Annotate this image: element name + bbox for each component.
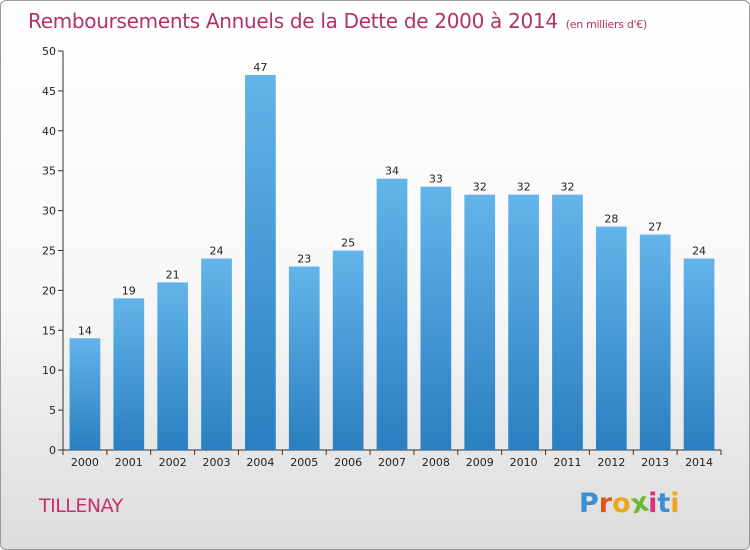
x-tick-label-2002: 2002 xyxy=(159,456,187,469)
x-tick-label-2003: 2003 xyxy=(203,456,231,469)
value-label-2012: 28 xyxy=(604,213,618,226)
value-label-2005: 23 xyxy=(297,252,311,265)
y-tick-label: 0 xyxy=(49,444,56,457)
x-tick-label-2008: 2008 xyxy=(422,456,450,469)
logo-letter: i xyxy=(648,488,658,519)
x-tick-label-2014: 2014 xyxy=(685,456,713,469)
proxiti-logo: Proxiti xyxy=(579,487,680,521)
x-tick-label-2013: 2013 xyxy=(641,456,669,469)
bar-2013 xyxy=(639,234,671,450)
value-label-2003: 24 xyxy=(210,244,224,257)
x-tick-label-2006: 2006 xyxy=(334,456,362,469)
value-labels: 14 19 21 24 47 23 25 34 33 32 32 32 28 27 24 xyxy=(78,61,706,337)
y-tick-label: 15 xyxy=(42,324,56,337)
commune-name: TILLENAY xyxy=(39,495,123,517)
bar-2003 xyxy=(201,258,232,450)
logo-letter: r xyxy=(598,488,613,519)
x-tick-label-2009: 2009 xyxy=(466,456,494,469)
chart-subtitle: (en milliers d'€) xyxy=(565,18,647,31)
y-tick-label: 45 xyxy=(42,85,56,98)
value-label-2001: 19 xyxy=(122,284,136,297)
value-label-2014: 24 xyxy=(692,244,706,257)
x-tick-label-2010: 2010 xyxy=(510,456,538,469)
value-label-2002: 21 xyxy=(166,268,180,281)
bar-2012 xyxy=(595,226,627,450)
x-tick-label-2001: 2001 xyxy=(115,456,143,469)
y-tick-label: 25 xyxy=(42,245,56,258)
x-tick-label-2007: 2007 xyxy=(378,456,406,469)
chart-title-text: Remboursements Annuels de la Dette de 20… xyxy=(28,9,558,33)
x-tick-label-2000: 2000 xyxy=(71,456,99,469)
logo-letter: o xyxy=(612,488,631,519)
y-tick-label: 30 xyxy=(42,205,56,218)
x-tick-label-2011: 2011 xyxy=(553,456,581,469)
value-label-2008: 33 xyxy=(429,173,443,186)
bars xyxy=(69,74,715,450)
bar-2001 xyxy=(113,298,145,450)
bar-2014 xyxy=(683,258,715,450)
value-label-2011: 32 xyxy=(560,181,574,194)
logo-letter: t xyxy=(657,488,671,519)
chart-title: Remboursements Annuels de la Dette de 20… xyxy=(28,9,647,33)
bar-2009 xyxy=(464,194,496,450)
y-tick-label: 50 xyxy=(42,45,56,58)
bar-2007 xyxy=(376,178,408,450)
bar-2011 xyxy=(552,194,583,450)
y-tick-label: 20 xyxy=(42,284,56,297)
value-label-2000: 14 xyxy=(78,324,92,337)
y-tick-label: 5 xyxy=(49,404,56,417)
axes: 0 5 10 15 20 25 30 35 40 45 50 2000 2001 2002 2003 2004… xyxy=(42,45,722,469)
value-label-2007: 34 xyxy=(385,165,399,178)
bar-2004 xyxy=(245,74,276,450)
value-label-2010: 32 xyxy=(517,181,531,194)
value-label-2009: 32 xyxy=(473,181,487,194)
bar-2000 xyxy=(69,338,101,450)
y-tick-label: 40 xyxy=(42,125,56,138)
x-tick-label-2012: 2012 xyxy=(597,456,625,469)
value-label-2006: 25 xyxy=(341,237,355,250)
value-label-2013: 27 xyxy=(648,221,662,234)
x-tick-label-2004: 2004 xyxy=(246,456,274,469)
bar-2005 xyxy=(288,266,320,450)
bar-2008 xyxy=(420,186,452,450)
x-tick-label-2005: 2005 xyxy=(290,456,318,469)
value-label-2004: 47 xyxy=(253,61,267,74)
logo-letter: P xyxy=(579,488,599,519)
bar-2010 xyxy=(508,194,539,450)
y-tick-label: 10 xyxy=(42,364,56,377)
logo-letter: i xyxy=(670,488,680,519)
bar-2002 xyxy=(157,282,189,450)
y-tick-label: 35 xyxy=(42,165,56,178)
bar-2006 xyxy=(332,250,364,450)
